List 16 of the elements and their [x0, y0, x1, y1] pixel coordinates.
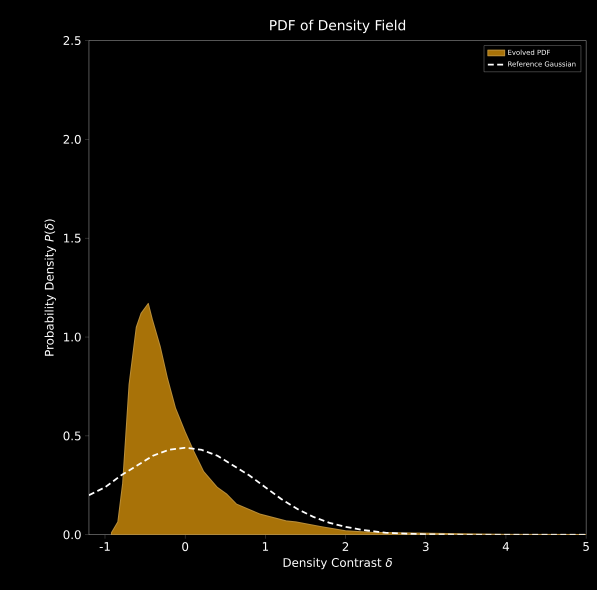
y-tick-label: 0.0 [64, 530, 81, 540]
y-tick-label: 2.0 [64, 134, 81, 144]
y-tick-label: 1.5 [64, 234, 81, 243]
x-tick-label: 2 [342, 542, 348, 551]
x-axis-title: Density Contrast δ [284, 558, 392, 570]
y-tick-label: 1.0 [64, 332, 81, 342]
x-tick-label: 4 [502, 542, 510, 551]
x-tick-label: 3 [422, 542, 429, 552]
x-tick-label: 5 [583, 542, 589, 551]
x-tick-label: 1 [262, 542, 268, 551]
y-axis-title: Probability Density P(δ) [44, 219, 56, 356]
y-tick-label: 2.5 [64, 36, 81, 45]
x-tick-label: -1 [100, 542, 110, 551]
y-tick-label: 0.5 [64, 431, 81, 440]
chart-title: PDF of Density Field [270, 20, 406, 34]
x-tick-label: 0 [182, 542, 188, 552]
